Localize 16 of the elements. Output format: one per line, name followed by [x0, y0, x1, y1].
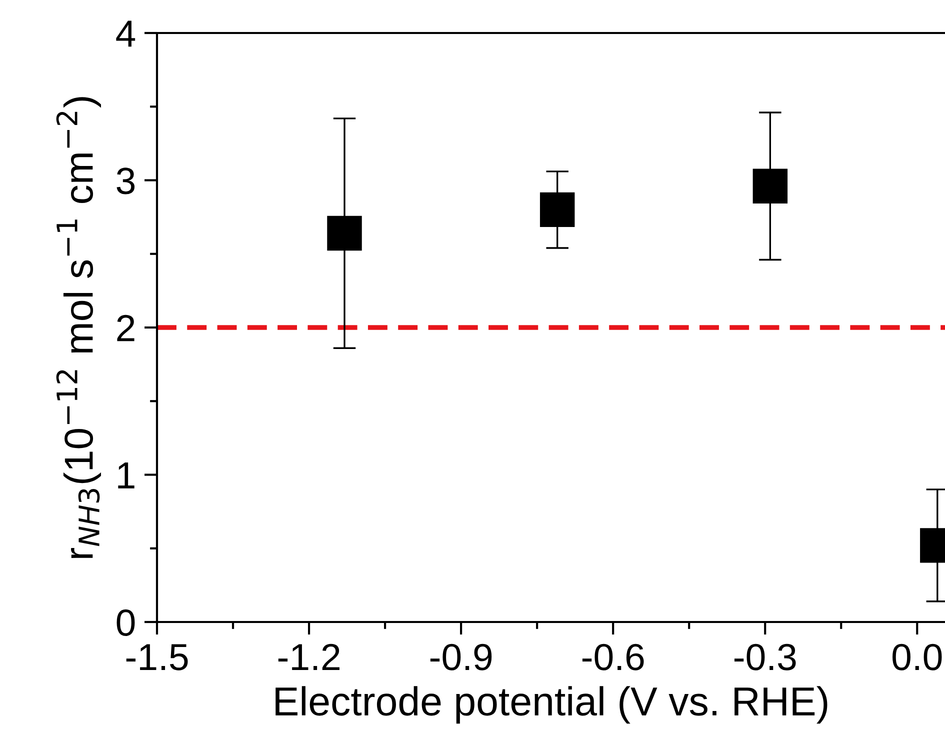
x-axis-title: Electrode potential (V vs. RHE) — [276, 686, 828, 724]
point — [752, 168, 788, 204]
point — [327, 216, 362, 251]
y-tick-label: 4 — [116, 20, 136, 47]
point — [540, 192, 575, 228]
text: r$_{NH3}$(10$^{−12}$ mol s$^{−1}$ cm$^{−2}$) — [56, 97, 101, 558]
y-tick-label: 3 — [116, 168, 135, 194]
x-tick-label: 0.0 — [892, 644, 942, 670]
y-tick-label: 1 — [118, 462, 134, 488]
x-tick-label: -1.2 — [278, 644, 340, 670]
x-tick-label: -0.9 — [430, 644, 492, 670]
x-tick-label: -0.3 — [734, 644, 796, 670]
x-tick-label: -0.6 — [582, 644, 644, 670]
y-tick-label: 2 — [117, 314, 134, 342]
x-tick-label: -1.5 — [126, 644, 188, 670]
y-tick-label: 0 — [116, 609, 135, 636]
